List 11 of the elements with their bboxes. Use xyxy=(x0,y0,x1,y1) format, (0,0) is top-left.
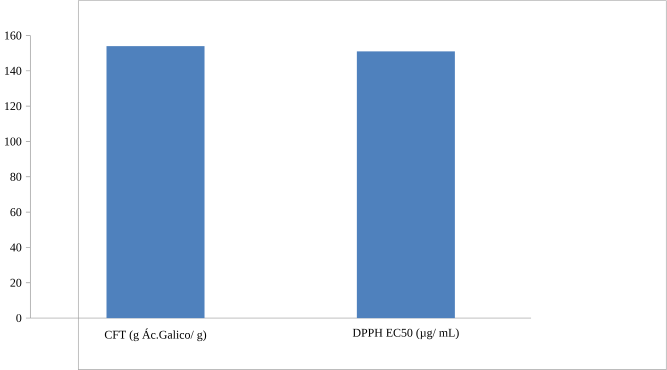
y-tick-label: 140 xyxy=(5,66,22,75)
y-tick-label: 100 xyxy=(5,137,22,146)
y-tick-label: 0 xyxy=(16,314,22,322)
y-tick-label: 40 xyxy=(10,243,22,252)
x-tick-label: CFT (g Ác.Galico/ g) xyxy=(104,328,206,341)
y-tick-label: 120 xyxy=(5,102,22,110)
y-tick-label: 80 xyxy=(10,172,22,181)
y-tick-label: 160 xyxy=(5,31,22,40)
y-tick-label: 20 xyxy=(10,278,22,287)
x-tick-label: DPPH EC50 (µg/ mL) xyxy=(352,328,459,340)
y-tick-label: 60 xyxy=(10,208,22,216)
